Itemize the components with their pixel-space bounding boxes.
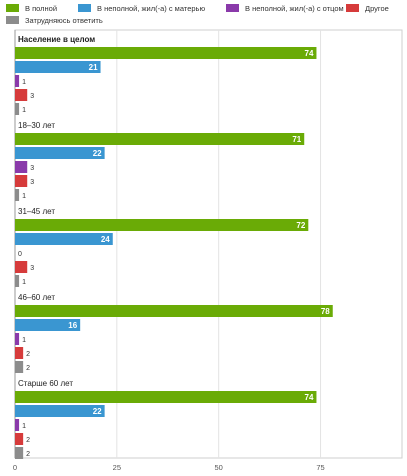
legend-label: Затрудняюсь ответить xyxy=(25,15,103,25)
x-tick-label: 0 xyxy=(13,463,17,472)
legend-swatch xyxy=(6,16,19,24)
category-label: 46–60 лет xyxy=(18,293,55,302)
legend-item[interactable]: Затрудняюсь ответить xyxy=(6,14,103,26)
legend-label: В полной xyxy=(25,3,58,13)
legend-swatch xyxy=(6,4,19,12)
legend-swatch xyxy=(226,4,239,12)
bar xyxy=(15,319,81,331)
x-tick-label: 50 xyxy=(215,463,223,472)
data-label: 0 xyxy=(18,251,22,258)
bar xyxy=(15,233,113,245)
bar xyxy=(15,447,24,459)
data-label: 21 xyxy=(89,63,98,72)
data-label: 16 xyxy=(68,321,77,330)
category-label: Население в целом xyxy=(18,35,95,44)
data-label: 74 xyxy=(305,393,314,402)
data-label: 78 xyxy=(321,307,330,316)
data-label: 22 xyxy=(93,149,102,158)
bar xyxy=(15,75,20,87)
data-label: 1 xyxy=(22,79,26,86)
bar xyxy=(15,133,305,145)
category-label: 31–45 лет xyxy=(18,207,55,216)
data-label: 3 xyxy=(30,93,34,100)
legend-item[interactable]: Другое xyxy=(346,2,389,14)
bar xyxy=(15,347,24,359)
legend-swatch xyxy=(78,4,91,12)
bar xyxy=(15,433,24,445)
data-label: 2 xyxy=(26,437,30,444)
bar xyxy=(15,275,20,287)
category-label: 18–30 лет xyxy=(18,121,55,130)
bar xyxy=(15,175,28,187)
data-label: 74 xyxy=(305,49,314,58)
data-label: 71 xyxy=(292,135,301,144)
bar xyxy=(15,361,24,373)
data-label: 1 xyxy=(22,423,26,430)
bar xyxy=(15,161,28,173)
legend-item[interactable]: В полной xyxy=(6,2,57,14)
bar xyxy=(15,61,101,73)
bar xyxy=(15,333,20,345)
legend-label: В неполной, жил(-а) с матерью xyxy=(97,3,206,13)
bar xyxy=(15,89,28,101)
data-label: 1 xyxy=(22,107,26,114)
data-label: 22 xyxy=(93,407,102,416)
x-tick-label: 75 xyxy=(316,463,324,472)
category-label: Старше 60 лет xyxy=(18,379,73,388)
bar xyxy=(15,147,105,159)
bar xyxy=(15,261,28,273)
bar xyxy=(15,391,317,403)
data-label: 2 xyxy=(26,365,30,372)
legend-label: В неполной, жил(-а) с отцом xyxy=(245,3,344,13)
bar xyxy=(15,47,317,59)
data-label: 1 xyxy=(22,337,26,344)
bar xyxy=(15,189,20,201)
data-label: 24 xyxy=(101,235,110,244)
bar xyxy=(15,219,309,231)
x-tick-label: 25 xyxy=(113,463,121,472)
bar xyxy=(15,419,20,431)
data-label: 1 xyxy=(22,279,26,286)
data-label: 3 xyxy=(30,179,34,186)
data-label: 1 xyxy=(22,193,26,200)
data-label: 2 xyxy=(26,451,30,458)
data-label: 72 xyxy=(296,221,305,230)
bar xyxy=(15,103,20,115)
data-label: 2 xyxy=(26,351,30,358)
data-label: 3 xyxy=(30,265,34,272)
bar xyxy=(15,305,333,317)
legend: В полной В неполной, жил(-а) с матерью В н… xyxy=(6,2,406,26)
data-label: 3 xyxy=(30,165,34,172)
legend-item[interactable]: В неполной, жил(-а) с отцом xyxy=(226,2,344,14)
legend-item[interactable]: В неполной, жил(-а) с матерью xyxy=(78,2,205,14)
legend-label: Другое xyxy=(365,3,389,13)
bar xyxy=(15,405,105,417)
legend-swatch xyxy=(346,4,359,12)
